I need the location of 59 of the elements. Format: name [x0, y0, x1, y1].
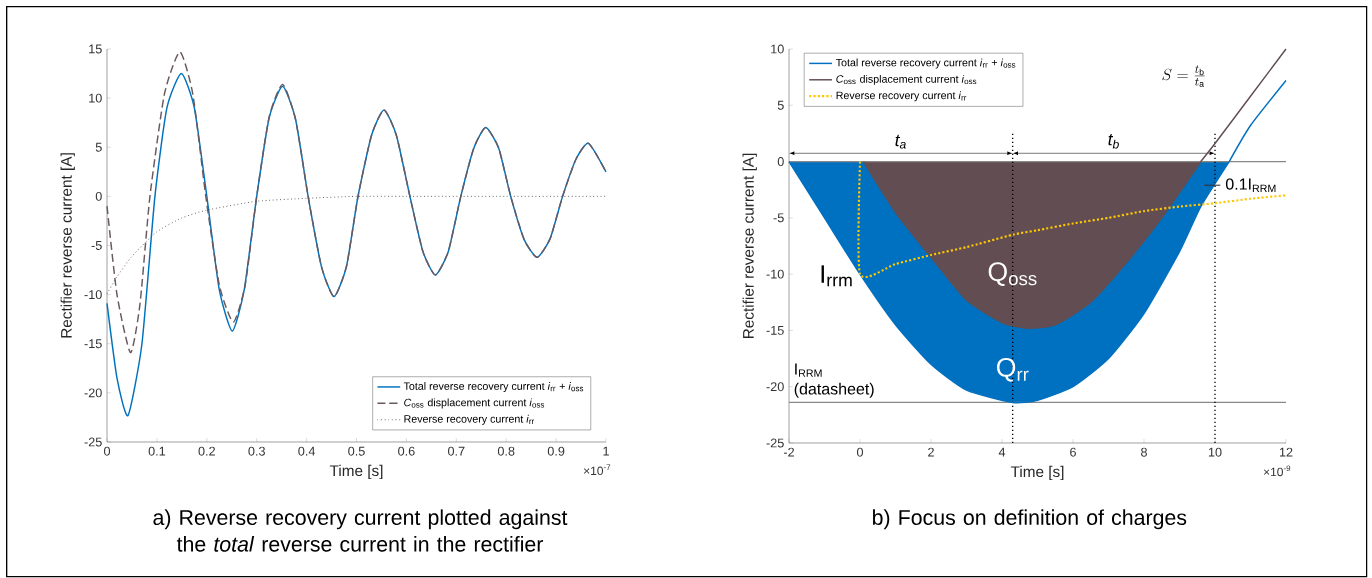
y-tick-label: 5 [777, 100, 784, 110]
text: ×10$^{-9}$ [1263, 465, 1291, 477]
x-tick-label: 0 [856, 447, 864, 457]
x-tick-label: 0.2 [198, 446, 215, 456]
y-tick-label: -20 [766, 382, 784, 392]
legend-label: C$_{oss}$ displacement current i$_{oss}$ [836, 74, 977, 85]
y-tick-label: -5 [91, 241, 102, 250]
x-axis-title: Time [s] [1010, 465, 1064, 481]
y-tick-label: -25 [766, 438, 784, 448]
y-tick-label: -10 [766, 269, 784, 279]
x-tick-label: 0.1 [148, 446, 166, 456]
x-tick-label: 8 [1141, 447, 1147, 457]
legend-label: Total reverse recovery current i$_{rr}$ + i$_{oss}$ [835, 58, 1016, 69]
x-tick-label: 0.8 [497, 446, 515, 456]
ref-line-label: I$_{RRM}$ (datasheet) [794, 363, 874, 398]
x-tick-label: 12 [1279, 447, 1293, 457]
legend-label: Reverse recovery current i$_{rr}$ [404, 414, 535, 425]
y-tick-label: 10 [771, 44, 784, 54]
y-tick-label: -15 [766, 325, 784, 335]
x-tick-label: 0.3 [248, 446, 265, 456]
y-tick-label: 10 [89, 93, 102, 103]
annotation: Q$_{rr}$ [996, 358, 1029, 382]
x-tick-label: 0.9 [547, 446, 565, 456]
x-tick-label: 1 [603, 446, 609, 456]
x-tick-label: 0.5 [348, 446, 365, 456]
legend-label: Total reverse recovery current i$_{rr}$ + i$_{oss}$ [403, 382, 584, 393]
y-tick-label: -15 [84, 339, 102, 349]
y-tick-label: 0 [95, 191, 102, 201]
y-tick-label: 15 [89, 44, 102, 54]
x-tick-label: 2 [928, 447, 934, 457]
y-tick-label: -20 [84, 388, 102, 398]
x-tick-label: 0.7 [448, 446, 465, 456]
x-tick-label: 0 [103, 446, 111, 456]
y-tick-label: 0 [777, 157, 784, 167]
annotation: Q$_{oss}$ [988, 262, 1037, 286]
y-tick-label: -25 [84, 437, 102, 447]
text: b) Focus on definition of charges [873, 509, 1187, 530]
line-series [106, 51, 607, 354]
y-tick-label: -5 [773, 213, 784, 223]
text: a) Reverse recovery current plotted against the total reverse current in the rectifier [153, 509, 568, 552]
text: ×10$^{-7}$ [583, 464, 611, 476]
x-tick-label: 0.4 [298, 446, 316, 456]
annotation: t$_{b}$ [1108, 133, 1119, 149]
y-axis-title: Rectifier reverse current [A] [742, 153, 757, 339]
x-tick-label: 10 [1208, 447, 1222, 457]
legend-label: C$_{oss}$ displacement current i$_{oss}$ [404, 398, 545, 409]
x-tick-label: 4 [998, 447, 1006, 457]
x-tick-label: 0.6 [398, 446, 415, 456]
x-tick-label: -2 [783, 447, 795, 457]
annotation: 0.1I$_{RRM}$ [1225, 178, 1276, 192]
x-axis-title: Time [s] [329, 464, 383, 480]
y-tick-label: -10 [84, 290, 102, 300]
y-tick-label: 5 [95, 142, 102, 152]
y-axis-title: Rectifier reverse current [A] [60, 153, 75, 338]
annotation: $S = \frac{t_\mathrm{b}}{t_\mathrm{a}}$ [1162, 65, 1205, 87]
annotation: I$_{rrm}$ [821, 265, 852, 287]
annotation: t$_{a}$ [895, 134, 906, 149]
x-tick-label: 6 [1070, 447, 1076, 457]
legend-label: Reverse recovery current i$_{rr}$ [836, 91, 967, 102]
